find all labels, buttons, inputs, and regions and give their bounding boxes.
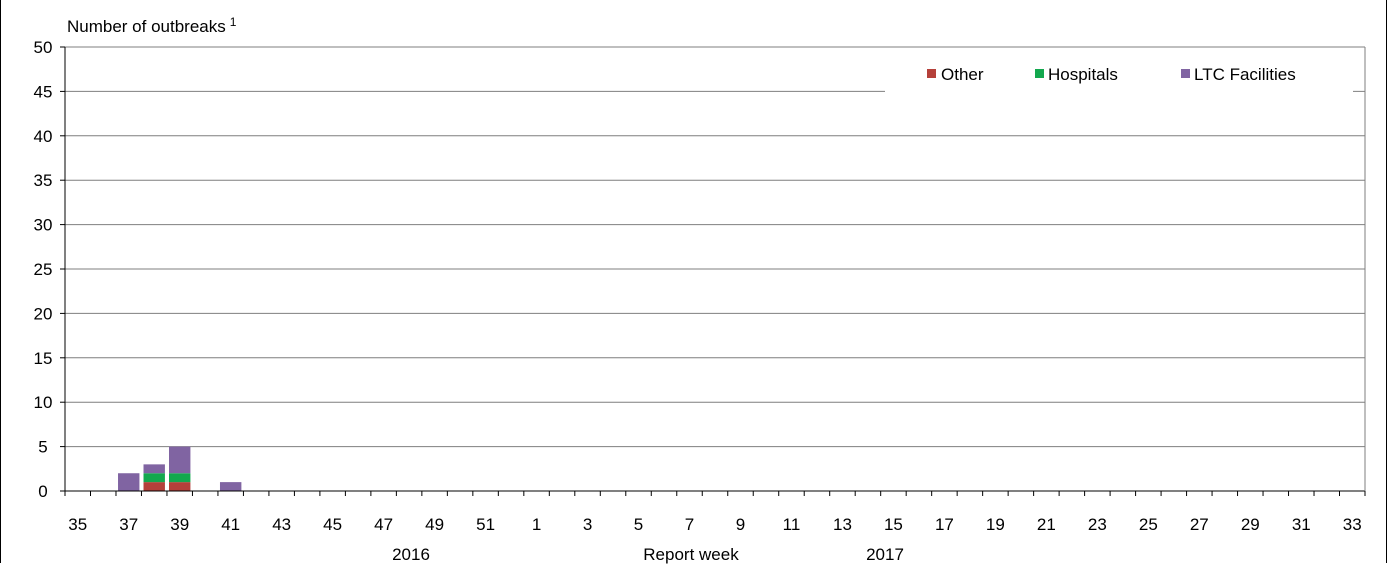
y-tick-label: 30 (34, 216, 53, 235)
legend-background (885, 60, 1353, 94)
x-tick-label: 37 (119, 515, 138, 534)
y-tick-label: 5 (38, 438, 47, 457)
x-tick-label: 11 (783, 515, 801, 534)
legend-swatch-ltc-facilities (1181, 69, 1190, 78)
x-tick-label: 43 (272, 515, 291, 534)
x-tick-label: 41 (221, 515, 240, 534)
x-tick-label: 13 (833, 515, 852, 534)
legend-swatch-hospitals (1035, 69, 1044, 78)
y-tick-label: 50 (34, 38, 53, 57)
bar-segment-other (169, 482, 191, 491)
year-label-2017: 2017 (866, 545, 904, 564)
x-tick-label: 9 (736, 515, 745, 534)
x-tick-label: 7 (685, 515, 694, 534)
x-tick-label: 31 (1292, 515, 1311, 534)
y-axis-title: Number of outbreaks 1 (67, 15, 237, 36)
legend-label-hospitals: Hospitals (1048, 65, 1118, 84)
legend-swatch-other (927, 69, 936, 78)
x-tick-label: 39 (170, 515, 189, 534)
bar-segment-hospitals (169, 473, 191, 483)
year-label-2016: 2016 (392, 545, 430, 564)
x-tick-label: 33 (1343, 515, 1362, 534)
x-tick-label: 5 (634, 515, 643, 534)
bar-series (118, 446, 242, 491)
y-tick-labels: 0 5 10 15 20 25 30 35 40 45 50 (34, 38, 65, 501)
y-tick-label: 45 (34, 82, 53, 101)
x-axis-title: Report week (643, 545, 739, 564)
y-tick-label: 40 (34, 127, 53, 146)
bar-segment-ltc-facilities (219, 482, 242, 491)
bar-segment-ltc-facilities (169, 446, 191, 474)
x-tick-label: 35 (68, 515, 87, 534)
bar-segment-other (143, 482, 165, 491)
y-tick-label: 0 (38, 482, 47, 501)
x-tick-label: 23 (1088, 515, 1107, 534)
x-tick-label: 49 (425, 515, 444, 534)
x-tick-label: 21 (1037, 515, 1056, 534)
x-tick-labels: 35 37 39 41 43 45 47 49 51 1 3 5 7 9 11 13 15 17 19 21 23 25 2… (64, 491, 1366, 534)
x-tick-label: 29 (1241, 515, 1260, 534)
y-tick-label: 20 (34, 304, 53, 323)
bar-segment-ltc-facilities (143, 464, 165, 474)
x-tick-label: 27 (1190, 515, 1209, 534)
x-tick-label: 47 (374, 515, 393, 534)
y-tick-label: 15 (34, 349, 53, 368)
x-tick-label: 15 (884, 515, 903, 534)
x-tick-label: 51 (476, 515, 495, 534)
x-tick-label: 1 (532, 515, 541, 534)
bar-segment-ltc-facilities (118, 473, 140, 491)
bar-segment-hospitals (143, 473, 165, 483)
y-tick-label: 35 (34, 171, 53, 190)
x-tick-label: 17 (935, 515, 954, 534)
y-tick-label: 25 (34, 260, 53, 279)
legend: Other Hospitals LTC Facilities (885, 60, 1353, 94)
x-tick-label: 19 (986, 515, 1005, 534)
legend-label-other: Other (941, 65, 984, 84)
x-tick-label: 25 (1139, 515, 1158, 534)
x-tick-label: 3 (583, 515, 592, 534)
y-tick-label: 10 (34, 393, 53, 412)
x-tick-label: 45 (323, 515, 342, 534)
gridlines (65, 46, 1365, 448)
legend-label-ltc-facilities: LTC Facilities (1194, 65, 1296, 84)
